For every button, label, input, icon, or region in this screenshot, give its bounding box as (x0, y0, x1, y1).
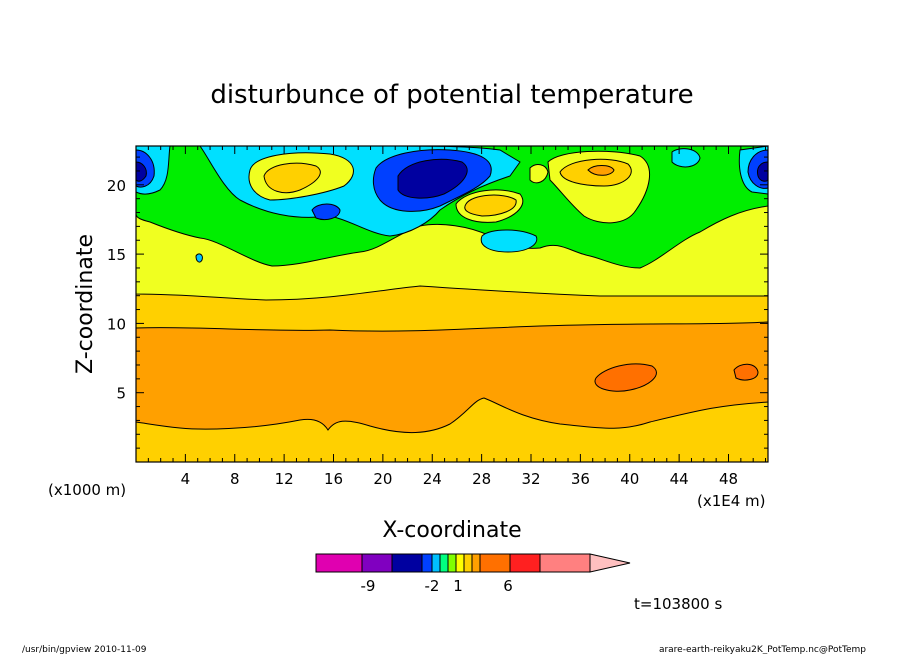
x-axis: 4 8 12 16 20 24 28 32 36 40 44 48 (147, 146, 767, 488)
blob-blue-2 (311, 203, 341, 221)
x-unit-label: (x1000 m) (48, 481, 126, 499)
colorbar-segment (391, 553, 423, 573)
x-axis-label: X-coordinate (382, 518, 521, 543)
colorbar-label: 6 (503, 577, 513, 595)
colorbar-labels: -9 -2 1 6 (361, 577, 513, 595)
blob-yellow-4 (529, 164, 549, 184)
blob-dark-orange-2 (733, 363, 759, 381)
colorbar-segment (463, 553, 473, 573)
colorbar-segment (439, 553, 449, 573)
x-tick-label: 44 (670, 470, 689, 488)
footer-left: /usr/bin/gpview 2010-11-09 (22, 645, 147, 654)
y-tick-label: 15 (107, 246, 126, 264)
x-tick-label: 16 (324, 470, 343, 488)
band-cyan-mid (480, 229, 538, 253)
y-tick-label: 10 (107, 315, 126, 333)
blob-green-small (195, 253, 203, 263)
plot-area (135, 145, 769, 462)
band-orange (135, 321, 769, 433)
x-tick-label: 8 (230, 470, 240, 488)
plot-frame (135, 145, 769, 463)
colorbar-segment (509, 553, 541, 573)
y-tick-label: 20 (107, 177, 126, 195)
x-tick-label: 40 (620, 470, 639, 488)
x-tick-label: 28 (472, 470, 491, 488)
colorbar-segment (315, 553, 363, 573)
blob-orange-3 (464, 194, 517, 217)
x-tick-label: 12 (275, 470, 294, 488)
x-unit-label-right: (x1E4 m) (697, 492, 766, 510)
x-tick-label: 36 (571, 470, 590, 488)
y-axis-label: Z-coordinate (73, 234, 98, 374)
x-tick-label: 32 (521, 470, 540, 488)
colorbar-segment (455, 553, 465, 573)
colorbar-label: -9 (361, 577, 376, 595)
blob-orange-1 (263, 162, 321, 194)
colorbar-segment (471, 553, 481, 573)
colorbar-segment (421, 553, 433, 573)
x-tick-label: 24 (423, 470, 442, 488)
colorbar-label: 1 (453, 577, 463, 595)
time-label: t=103800 s (634, 595, 722, 613)
colorbar-segment (361, 553, 393, 573)
colorbar-segment (447, 553, 457, 573)
footer-right: arare-earth-reikyaku2K_PotTemp.nc@PotTem… (659, 645, 866, 654)
chart-title: disturbunce of potential temperature (210, 80, 693, 110)
colorbar-segment (539, 553, 591, 573)
x-tick-label: 4 (181, 470, 191, 488)
colorbar (315, 553, 631, 573)
blob-blue-4-core (757, 161, 769, 182)
y-axis: 5 10 15 20 (107, 156, 768, 449)
blob-blue-3-core (135, 161, 147, 182)
band-cyan-right (671, 148, 701, 168)
x-tick-label: 48 (719, 470, 738, 488)
x-tick-label: 20 (373, 470, 392, 488)
colorbar-arrow (589, 553, 631, 573)
blob-dark-orange-1 (594, 363, 657, 392)
colorbar-label: -2 (425, 577, 440, 595)
y-tick-label: 5 (116, 385, 126, 403)
blob-orange-2-core (587, 165, 615, 176)
colorbar-segment (431, 553, 441, 573)
blob-blue-1-core (397, 158, 468, 199)
colorbar-segment (479, 553, 511, 573)
